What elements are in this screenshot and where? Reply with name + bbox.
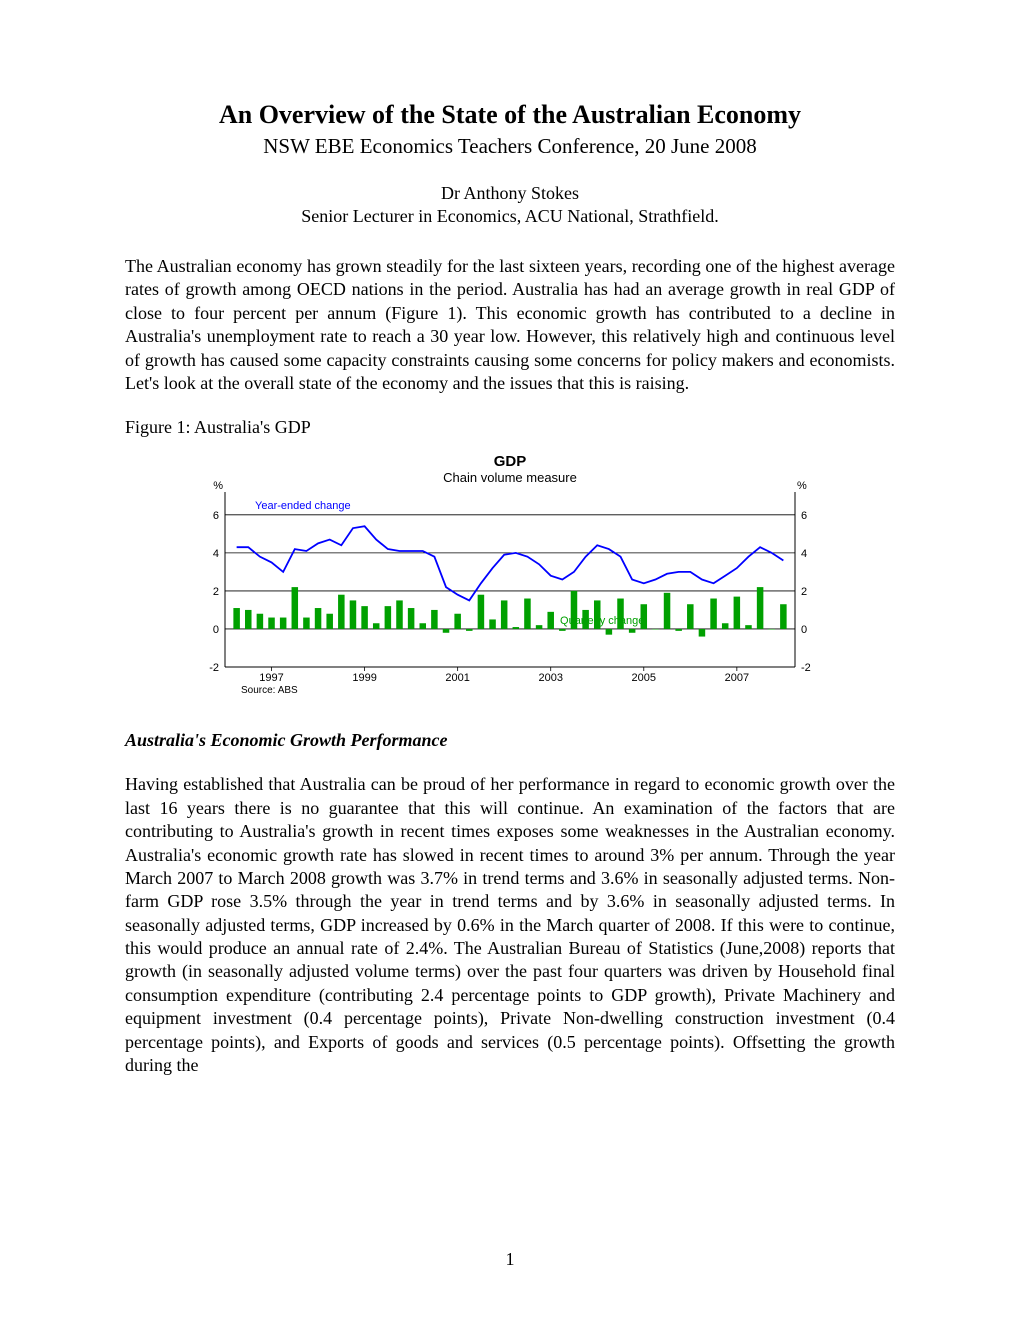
paragraph-2: Having established that Australia can be…: [125, 773, 895, 1077]
svg-text:2003: 2003: [538, 672, 562, 684]
svg-text:%: %: [797, 480, 807, 492]
svg-text:Quarterly change: Quarterly change: [560, 615, 644, 627]
svg-text:-2: -2: [801, 662, 811, 674]
svg-text:2: 2: [801, 586, 807, 598]
gdp-chart-svg: GDPChain volume measure%% -2 -2 0 0 2 2 4 4 6 6 199…: [175, 452, 845, 712]
svg-text:0: 0: [801, 624, 807, 636]
svg-text:0: 0: [213, 624, 219, 636]
doc-author: Dr Anthony Stokes: [125, 183, 895, 204]
svg-text:4: 4: [213, 548, 219, 560]
svg-text:4: 4: [801, 548, 807, 560]
svg-text:2001: 2001: [445, 672, 469, 684]
svg-text:2: 2: [213, 586, 219, 598]
svg-text:Chain volume measure: Chain volume measure: [443, 470, 577, 485]
svg-text:1999: 1999: [352, 672, 376, 684]
svg-text:6: 6: [801, 510, 807, 522]
doc-affiliation: Senior Lecturer in Economics, ACU Nation…: [125, 206, 895, 227]
doc-title: An Overview of the State of the Australi…: [125, 100, 895, 130]
doc-subtitle: NSW EBE Economics Teachers Conference, 2…: [125, 134, 895, 159]
page-number: 1: [0, 1249, 1020, 1270]
svg-text:Year-ended change: Year-ended change: [255, 500, 351, 512]
svg-text:%: %: [213, 480, 223, 492]
section-heading-growth: Australia's Economic Growth Performance: [125, 730, 895, 751]
svg-text:1997: 1997: [259, 672, 283, 684]
svg-text:Source: ABS: Source: ABS: [241, 685, 298, 696]
svg-text:2007: 2007: [725, 672, 749, 684]
svg-text:2005: 2005: [632, 672, 656, 684]
svg-text:6: 6: [213, 510, 219, 522]
svg-text:GDP: GDP: [494, 453, 527, 470]
gdp-chart: GDPChain volume measure%% -2 -2 0 0 2 2 4 4 6 6 199…: [175, 452, 845, 712]
paragraph-1: The Australian economy has grown steadil…: [125, 255, 895, 395]
svg-text:-2: -2: [209, 662, 219, 674]
figure-1-caption: Figure 1: Australia's GDP: [125, 417, 895, 438]
